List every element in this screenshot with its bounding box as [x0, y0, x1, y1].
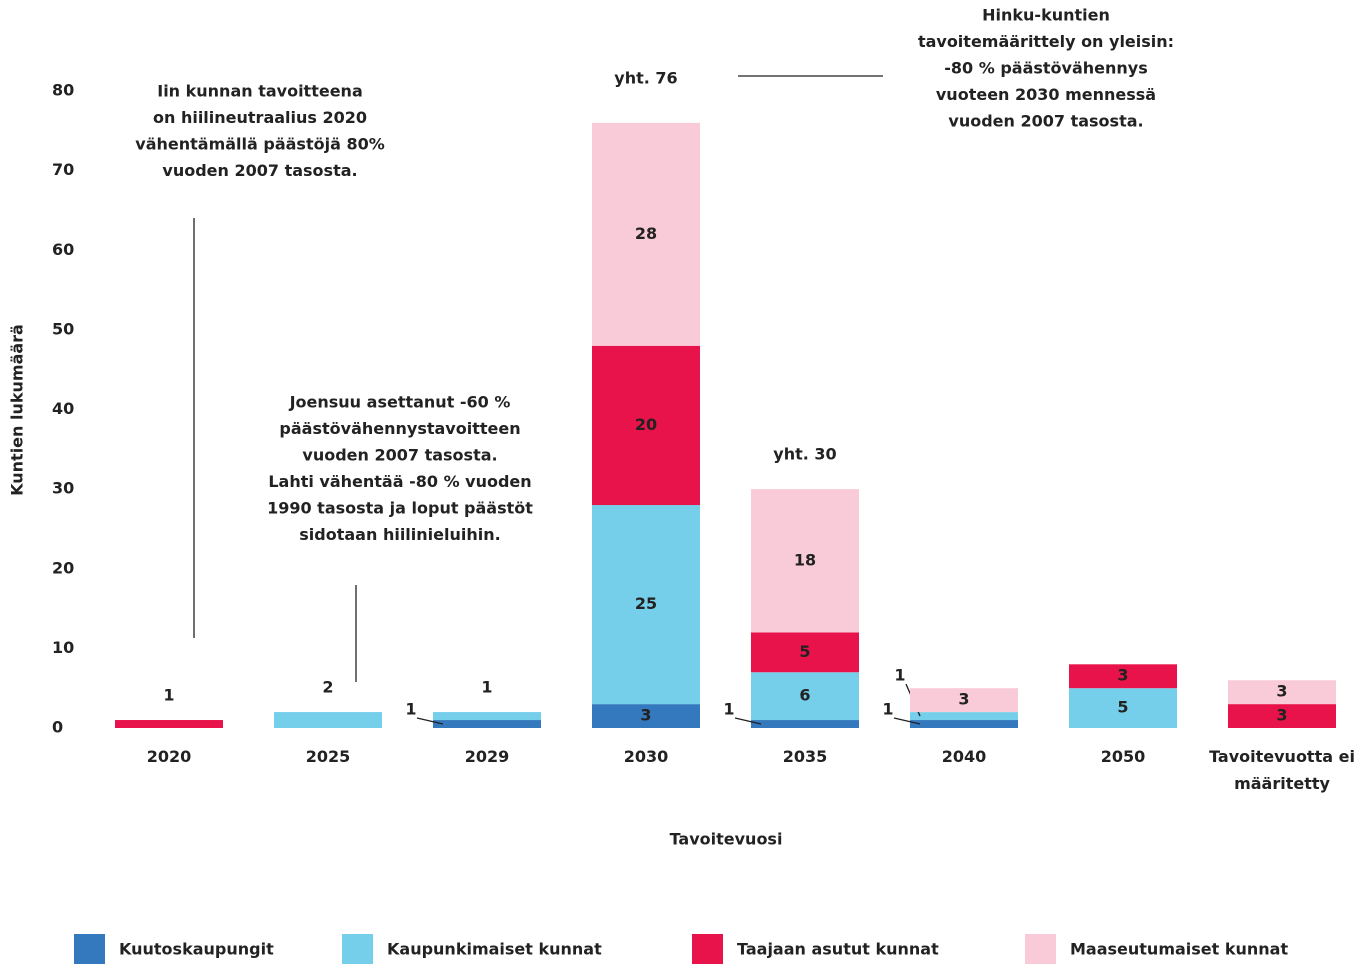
- x-tick-label: 2020: [146, 747, 192, 766]
- x-axis-label: Tavoitevuosi: [670, 830, 783, 849]
- annotation: vuoden 2007 tasosta.: [162, 161, 357, 180]
- bar-segment: [1228, 704, 1336, 728]
- annotation: -80 % päästövähennys: [944, 59, 1148, 78]
- data-label: 3: [1117, 666, 1128, 685]
- y-tick-label: 0: [52, 718, 63, 737]
- bar-segment: [910, 712, 1018, 721]
- bar-segment: [433, 712, 541, 721]
- total-label: yht. 30: [773, 445, 836, 464]
- data-label: 5: [1117, 698, 1128, 717]
- data-label: 6: [799, 686, 810, 705]
- legend-label: Kuutoskaupungit: [119, 940, 274, 959]
- bar-segment: [910, 720, 1018, 728]
- bar-segment: [1069, 664, 1177, 689]
- annotation: Iin kunnan tavoitteena: [157, 82, 363, 101]
- total-label: yht. 76: [614, 69, 677, 88]
- data-label: 1: [163, 686, 174, 705]
- data-label: 1: [882, 700, 893, 719]
- annotation: vuoden 2007 tasosta.: [302, 446, 497, 465]
- data-label: 3: [958, 690, 969, 709]
- data-label: 3: [1276, 682, 1287, 701]
- legend-swatch: [342, 934, 373, 964]
- x-tick-label: 2030: [623, 747, 669, 766]
- y-tick-label: 50: [52, 319, 74, 338]
- bar-segment: [274, 712, 382, 728]
- bar-segment: [115, 720, 223, 728]
- y-tick-label: 80: [52, 81, 74, 100]
- data-label: 2: [322, 678, 333, 697]
- y-tick-label: 40: [52, 399, 74, 418]
- leader-line: [893, 717, 921, 725]
- y-axis-label: Kuntien lukumäärä: [8, 324, 27, 496]
- annotation: Lahti vähentää -80 % vuoden: [268, 472, 531, 491]
- bar-segment: [592, 505, 700, 705]
- leader-line: [734, 717, 762, 725]
- data-label: 20: [635, 415, 657, 434]
- annotation: Joensuu asettanut -60 %: [289, 393, 511, 412]
- data-label: 5: [799, 642, 810, 661]
- data-label: 3: [640, 706, 651, 725]
- annotation: vähentämällä päästöjä 80%: [135, 135, 384, 154]
- x-tick-label: Tavoitevuotta ei määritetty: [1209, 747, 1355, 793]
- y-tick-label: 30: [52, 479, 74, 498]
- annotation: 1990 tasosta ja loput päästöt: [267, 499, 533, 518]
- bar-segment: [751, 672, 859, 721]
- legend-swatch: [692, 934, 723, 964]
- legend-label: Maaseutumaiset kunnat: [1070, 940, 1288, 959]
- x-tick-label: 2035: [782, 747, 828, 766]
- x-tick-label: 2025: [305, 747, 351, 766]
- legend-label: Kaupunkimaiset kunnat: [387, 940, 602, 959]
- bar-segment: [592, 345, 700, 506]
- bar-segment: [1069, 688, 1177, 728]
- data-label: 1: [723, 700, 734, 719]
- data-label: 25: [635, 594, 657, 613]
- bar-segment: [910, 688, 1018, 713]
- data-label: 1: [481, 678, 492, 697]
- y-tick-label: 10: [52, 638, 74, 657]
- legend-label: Taajaan asutut kunnat: [737, 940, 939, 959]
- annotation: on hiilineutraalius 2020: [153, 108, 367, 127]
- annotation: tavoitemäärittely on yleisin:: [918, 32, 1174, 51]
- data-label: 28: [635, 224, 657, 243]
- data-label: 18: [794, 550, 816, 569]
- y-tick-label: 60: [52, 240, 74, 259]
- leader-line: [416, 717, 444, 725]
- data-label: 1: [894, 666, 905, 685]
- annotation: sidotaan hiilinieluihin.: [299, 525, 500, 544]
- annotation: vuoden 2007 tasosta.: [948, 112, 1143, 131]
- bar-segment: [1228, 680, 1336, 705]
- bar-segment: [751, 489, 859, 633]
- x-tick-label: 2029: [464, 747, 510, 766]
- annotation: päästövähennystavoitteen: [279, 419, 520, 438]
- bar-segment: [751, 632, 859, 673]
- bar-segment: [433, 720, 541, 728]
- legend-swatch: [1025, 934, 1056, 964]
- data-label: 3: [1276, 706, 1287, 725]
- bar-segment: [592, 122, 700, 346]
- x-tick-label: 2040: [941, 747, 987, 766]
- x-tick-label: 2050: [1100, 747, 1146, 766]
- bar-segment: [592, 704, 700, 728]
- annotation: vuoteen 2030 mennessä: [936, 85, 1156, 104]
- y-tick-label: 70: [52, 160, 74, 179]
- annotation: Hinku-kuntien: [982, 6, 1110, 25]
- legend-swatch: [74, 934, 105, 964]
- data-label: 1: [405, 700, 416, 719]
- bar-segment: [751, 720, 859, 728]
- y-tick-label: 20: [52, 558, 74, 577]
